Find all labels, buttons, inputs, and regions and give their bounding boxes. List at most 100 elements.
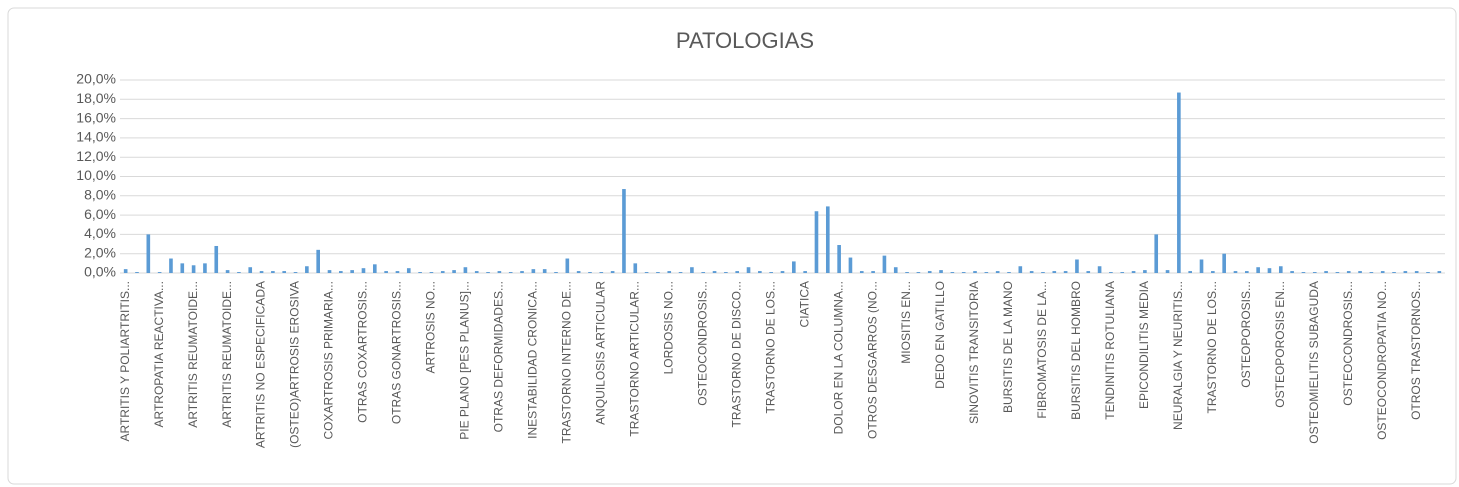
x-tick-label: ARTROPATIA REACTIVA... [152,281,166,427]
bar [1143,270,1147,273]
bar [576,271,581,273]
bar [1131,271,1136,273]
x-tick-label: OSTEOCONDROPATIA NO... [1375,281,1389,440]
bar [474,271,479,273]
bar [667,271,672,273]
bar [825,206,830,273]
bar [882,255,887,273]
bar [939,270,943,273]
bar [1256,267,1260,273]
bar [769,272,773,273]
x-tick-label: TENDINITIS ROTULIANA [1103,281,1117,420]
bar [678,272,683,273]
bar [1403,271,1408,273]
x-tick-label: BURSITIS DEL HOMBRO [1069,281,1083,420]
bar [792,261,796,273]
bar [961,272,966,273]
bar [1188,271,1193,273]
bar [1222,253,1226,273]
bar [1097,266,1102,273]
bar [837,245,841,273]
x-tick-label: OTRAS DEFORMIDADES... [492,281,506,432]
bar [905,272,909,273]
bar [316,249,320,273]
bar [656,272,660,273]
x-tick-label: (OSTEO)ARTROSIS EROSIVA [288,281,302,448]
y-tick-label: 18,0% [76,90,116,106]
x-tick-label: TRASTORNO DE LOS... [763,281,777,413]
bar [542,269,547,273]
bar [644,272,649,273]
bar [372,264,377,273]
bar [1233,271,1238,273]
x-tick-label: BURSITIS DE LA MANO [1001,281,1015,413]
x-tick-label: ARTROSIS NO... [424,281,438,373]
bar [1278,266,1283,273]
bar [361,268,366,273]
bar [803,271,807,273]
bar [758,271,762,273]
bar [395,271,400,273]
bar [1086,271,1091,273]
bar [259,271,264,273]
bar [701,272,706,273]
bar [859,271,864,273]
y-tick-label: 2,0% [84,244,116,260]
bar [508,272,513,273]
bar [191,265,196,273]
y-tick-label: 0,0% [84,264,116,280]
y-tick-label: 20,0% [76,71,116,87]
x-tick-label: COXARTROSIS PRIMARIA... [322,281,336,439]
x-tick-label: LORDOSIS NO... [661,281,675,374]
chart-title: PATOLOGIAS [676,28,814,53]
bar [599,272,604,273]
bar [1211,271,1215,273]
x-tick-label: TRASTORNO INTERNO DE... [560,281,574,443]
bar [746,267,751,273]
x-tick-label: MIOSITIS EN... [899,281,913,364]
bar [1177,92,1181,273]
bar [610,271,615,273]
bar [531,269,536,273]
bar [271,271,275,273]
bar [712,271,717,273]
bar [406,268,411,273]
x-tick-label: EPICONDILITIS MEDIA [1137,281,1151,409]
y-tick-label: 12,0% [76,148,116,164]
bar [1380,271,1385,273]
bar [916,272,921,273]
bar [927,271,932,273]
x-tick-label: OSTEOPOROSIS... [1239,281,1253,388]
bar [497,271,502,273]
bar [1154,234,1159,273]
bar [429,272,434,273]
bar [418,272,422,273]
bar [180,263,185,273]
bar [1018,266,1023,273]
x-tick-label: DOLOR EN LA COLUMNA... [831,281,845,434]
x-tick-label: PIE PLANO [PES PLANUS]... [458,281,472,440]
y-tick-label: 8,0% [84,187,116,203]
bar [995,271,1000,273]
bar [1335,272,1340,273]
x-tick-label: NEURALGIA Y NEURITIS... [1171,281,1185,430]
bar [1358,271,1362,273]
bar [633,263,638,273]
bar [1199,259,1204,273]
bar [871,271,875,273]
bar [214,245,219,273]
x-tick-label: OTROS TRASTORNOS... [1409,281,1423,420]
bar [146,234,151,273]
bar [1245,271,1249,273]
x-tick-label: ARTRITIS REUMATOIDE... [186,281,200,428]
bar [1165,270,1170,273]
bar [157,272,162,273]
bar [237,272,241,273]
bar [1029,271,1034,273]
x-tick-label: OSTEOCONDROSIS... [695,281,709,406]
bar [440,271,445,273]
bar [735,271,740,273]
bar [305,266,309,273]
